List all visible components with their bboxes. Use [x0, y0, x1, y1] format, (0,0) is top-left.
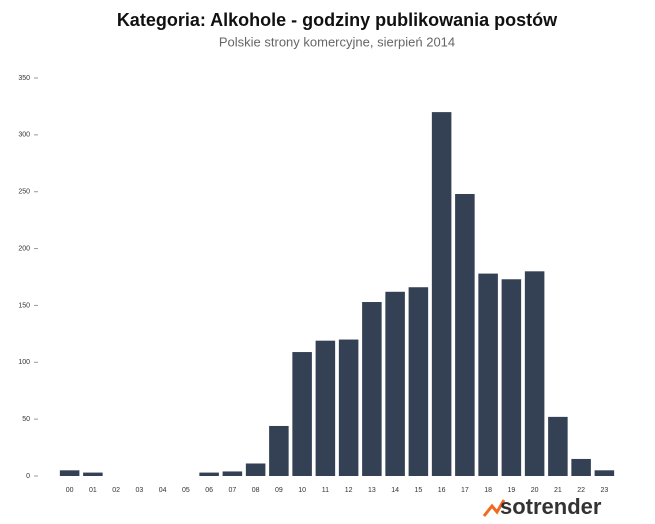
x-tick-label: 04 [159, 487, 167, 494]
x-tick-label: 08 [252, 487, 260, 494]
y-tick-label: 200 [18, 245, 30, 252]
x-tick-label: 18 [484, 487, 492, 494]
x-tick-label: 00 [66, 487, 74, 494]
x-tick-label: 19 [507, 487, 515, 494]
bar [501, 279, 522, 476]
x-tick-label: 05 [182, 487, 190, 494]
y-tick-label: 50 [22, 416, 30, 423]
x-tick-label: 13 [368, 487, 376, 494]
x-tick-label: 23 [600, 487, 608, 494]
bar [548, 416, 568, 476]
chart-subtitle: Polskie strony komercyjne, sierpień 2014 [219, 34, 455, 49]
x-tick-label: 16 [438, 487, 446, 494]
bar [431, 112, 452, 476]
bar [269, 425, 289, 476]
x-tick-label: 07 [228, 487, 236, 494]
bar [315, 340, 336, 476]
bar [338, 339, 359, 476]
logo-text: sotrender [500, 494, 602, 519]
x-tick-label: 10 [298, 487, 306, 494]
y-tick-label: 250 [18, 189, 30, 196]
bar [362, 302, 382, 476]
bar [408, 287, 429, 476]
bar [455, 193, 475, 476]
x-tick-label: 22 [577, 487, 585, 494]
bar [222, 471, 243, 476]
bar [292, 352, 312, 476]
x-tick-label: 20 [531, 487, 539, 494]
bar [245, 463, 266, 476]
y-tick-label: 350 [18, 75, 30, 82]
x-tick-label: 01 [89, 487, 97, 494]
logo-icon [482, 499, 506, 517]
y-tick-label: 0 [26, 473, 30, 480]
chart-title: Kategoria: Alkohole - godziny publikowan… [117, 10, 558, 30]
bar [594, 470, 615, 476]
x-tick-label: 14 [391, 487, 399, 494]
x-tick-label: 15 [414, 487, 422, 494]
x-tick-label: 03 [135, 487, 143, 494]
bar [571, 458, 591, 476]
x-tick-label: 21 [554, 487, 562, 494]
bar [478, 273, 498, 476]
x-tick-label: 09 [275, 487, 283, 494]
y-tick-label: 100 [18, 359, 30, 366]
logo: sotrender [482, 494, 602, 519]
x-tick-label: 02 [112, 487, 120, 494]
x-tick-label: 06 [205, 487, 213, 494]
bar [59, 470, 80, 476]
bar [524, 271, 545, 476]
x-tick-label: 11 [322, 487, 329, 494]
x-tick-label: 17 [461, 487, 469, 494]
bar [385, 291, 405, 476]
bar [199, 472, 219, 476]
y-tick-label: 300 [18, 132, 30, 139]
y-tick-label: 150 [18, 302, 30, 309]
x-tick-label: 12 [345, 487, 353, 494]
bar [83, 472, 103, 476]
